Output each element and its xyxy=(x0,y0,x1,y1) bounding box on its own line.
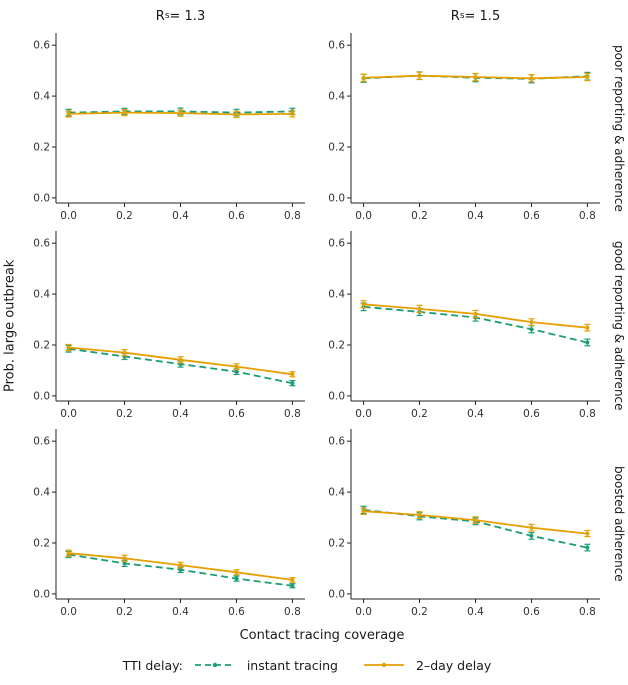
rs-subscript: s xyxy=(459,11,465,21)
svg-text:0.2: 0.2 xyxy=(411,408,428,420)
panel-good-rs15: 0.0 0.2 0.4 0.6 0.0 0.2 0.4 0.6 0.8 xyxy=(328,231,600,420)
svg-text:0.6: 0.6 xyxy=(228,408,245,420)
svg-text:0.2: 0.2 xyxy=(328,142,345,154)
svg-text:0.0: 0.0 xyxy=(328,588,345,600)
panel-cell: 0.0 0.2 0.4 0.6 0.0 0.2 0.4 0.6 0.8 xyxy=(20,29,315,227)
rs-value: = 1.3 xyxy=(169,8,206,24)
svg-text:0.6: 0.6 xyxy=(328,238,345,250)
svg-text:0.0: 0.0 xyxy=(355,408,372,420)
panel-poor-rs13: 0.0 0.2 0.4 0.6 0.0 0.2 0.4 0.6 0.8 xyxy=(33,33,305,222)
svg-text:0.4: 0.4 xyxy=(328,91,345,103)
panel-boosted-rs15: 0.0 0.2 0.4 0.6 0.0 0.2 0.4 0.6 0.8 xyxy=(328,429,600,618)
svg-text:0.0: 0.0 xyxy=(328,390,345,402)
svg-text:0.0: 0.0 xyxy=(60,606,77,618)
svg-text:0.0: 0.0 xyxy=(33,192,50,204)
legend-label-2day-delay: 2–day delay xyxy=(416,657,492,673)
row-label-good-reporting: good reporting & adherence xyxy=(612,241,626,411)
row-label-boosted-adherence: boosted adherence xyxy=(612,466,626,582)
svg-text:0.4: 0.4 xyxy=(467,408,484,420)
rs-value: = 1.5 xyxy=(464,8,501,24)
panel-cell: 0.0 0.2 0.4 0.6 0.0 0.2 0.4 0.6 0.8 xyxy=(20,425,315,623)
svg-text:0.6: 0.6 xyxy=(523,408,540,420)
svg-text:0.2: 0.2 xyxy=(328,340,345,352)
svg-text:0.0: 0.0 xyxy=(355,606,372,618)
rs-symbol: R xyxy=(155,8,165,24)
panel-cell: 0.0 0.2 0.4 0.6 0.0 0.2 0.4 0.6 0.8 xyxy=(315,425,610,623)
svg-text:0.6: 0.6 xyxy=(328,40,345,52)
svg-text:0.6: 0.6 xyxy=(33,40,50,52)
y-axis-title: Prob. large outbreak xyxy=(2,259,18,393)
svg-text:0.2: 0.2 xyxy=(411,606,428,618)
svg-text:0.4: 0.4 xyxy=(172,408,189,420)
svg-text:0.4: 0.4 xyxy=(172,210,189,222)
svg-text:0.2: 0.2 xyxy=(33,142,50,154)
svg-text:0.6: 0.6 xyxy=(228,606,245,618)
row-label-poor-reporting: poor reporting & adherence xyxy=(612,44,626,212)
svg-text:0.2: 0.2 xyxy=(33,340,50,352)
svg-text:0.4: 0.4 xyxy=(33,289,50,301)
panel-cell: 0.0 0.2 0.4 0.6 0.0 0.2 0.4 0.6 0.8 xyxy=(315,227,610,425)
svg-text:0.4: 0.4 xyxy=(172,606,189,618)
svg-text:0.4: 0.4 xyxy=(328,487,345,499)
svg-text:0.6: 0.6 xyxy=(33,436,50,448)
svg-text:0.8: 0.8 xyxy=(284,210,301,222)
svg-text:0.2: 0.2 xyxy=(33,538,50,550)
rs-symbol: R xyxy=(450,8,460,24)
marker-dot-icon xyxy=(381,662,387,668)
svg-text:0.2: 0.2 xyxy=(411,210,428,222)
panel-cell: 0.0 0.2 0.4 0.6 0.0 0.2 0.4 0.6 0.8 xyxy=(315,29,610,227)
svg-text:0.0: 0.0 xyxy=(33,588,50,600)
svg-text:0.6: 0.6 xyxy=(33,238,50,250)
rs-subscript: s xyxy=(164,11,170,21)
svg-text:0.8: 0.8 xyxy=(284,606,301,618)
legend: TTI delay: instant tracing 2–day delay xyxy=(0,647,628,683)
panel-good-rs13: 0.0 0.2 0.4 0.6 0.0 0.2 0.4 0.6 0.8 xyxy=(33,231,305,420)
svg-text:0.0: 0.0 xyxy=(60,210,77,222)
svg-text:0.4: 0.4 xyxy=(33,91,50,103)
svg-text:0.4: 0.4 xyxy=(467,606,484,618)
svg-text:0.4: 0.4 xyxy=(328,289,345,301)
svg-text:0.0: 0.0 xyxy=(355,210,372,222)
panel-boosted-rs13: 0.0 0.2 0.4 0.6 0.0 0.2 0.4 0.6 0.8 xyxy=(33,429,305,618)
legend-title: TTI delay: xyxy=(122,657,183,673)
svg-text:0.6: 0.6 xyxy=(328,436,345,448)
svg-text:0.2: 0.2 xyxy=(116,210,133,222)
svg-text:0.2: 0.2 xyxy=(116,408,133,420)
panel-poor-rs15: 0.0 0.2 0.4 0.6 0.0 0.2 0.4 0.6 0.8 xyxy=(328,33,600,222)
svg-text:0.8: 0.8 xyxy=(579,606,596,618)
legend-sample-instant-tracing-icon xyxy=(194,662,235,668)
svg-text:0.6: 0.6 xyxy=(523,606,540,618)
svg-text:0.4: 0.4 xyxy=(467,210,484,222)
svg-text:0.0: 0.0 xyxy=(328,192,345,204)
svg-text:0.8: 0.8 xyxy=(284,408,301,420)
svg-text:0.6: 0.6 xyxy=(523,210,540,222)
legend-label-instant-tracing: instant tracing xyxy=(246,657,338,673)
svg-text:0.2: 0.2 xyxy=(116,606,133,618)
svg-text:0.2: 0.2 xyxy=(328,538,345,550)
legend-sample-2day-delay-icon xyxy=(364,662,404,668)
svg-text:0.0: 0.0 xyxy=(60,408,77,420)
marker-dot-icon xyxy=(212,662,218,668)
svg-text:0.8: 0.8 xyxy=(579,210,596,222)
svg-text:0.4: 0.4 xyxy=(33,487,50,499)
panel-cell: 0.0 0.2 0.4 0.6 0.0 0.2 0.4 0.6 0.8 xyxy=(20,227,315,425)
svg-text:0.0: 0.0 xyxy=(33,390,50,402)
svg-text:0.6: 0.6 xyxy=(228,210,245,222)
svg-text:0.8: 0.8 xyxy=(579,408,596,420)
x-axis-title: Contact tracing coverage xyxy=(239,627,405,643)
